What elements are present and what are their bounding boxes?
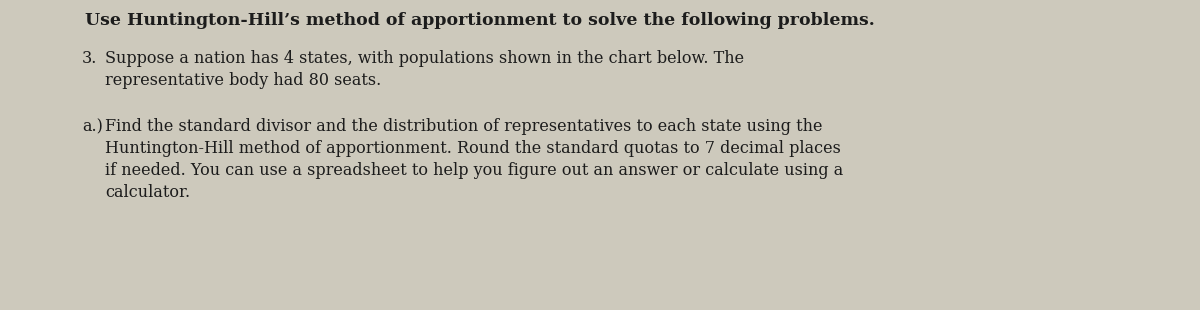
Text: Use Huntington-Hill’s method of apportionment to solve the following problems.: Use Huntington-Hill’s method of apportio… (85, 12, 875, 29)
Text: Suppose a nation has 4 states, with populations shown in the chart below. The: Suppose a nation has 4 states, with popu… (106, 50, 744, 67)
Text: 3.: 3. (82, 50, 97, 67)
Text: Find the standard divisor and the distribution of representatives to each state : Find the standard divisor and the distri… (106, 118, 822, 135)
Text: if needed. You can use a spreadsheet to help you figure out an answer or calcula: if needed. You can use a spreadsheet to … (106, 162, 844, 179)
Text: representative body had 80 seats.: representative body had 80 seats. (106, 72, 382, 89)
Text: calculator.: calculator. (106, 184, 190, 201)
Text: Huntington-Hill method of apportionment. Round the standard quotas to 7 decimal : Huntington-Hill method of apportionment.… (106, 140, 841, 157)
Text: a.): a.) (82, 118, 103, 135)
